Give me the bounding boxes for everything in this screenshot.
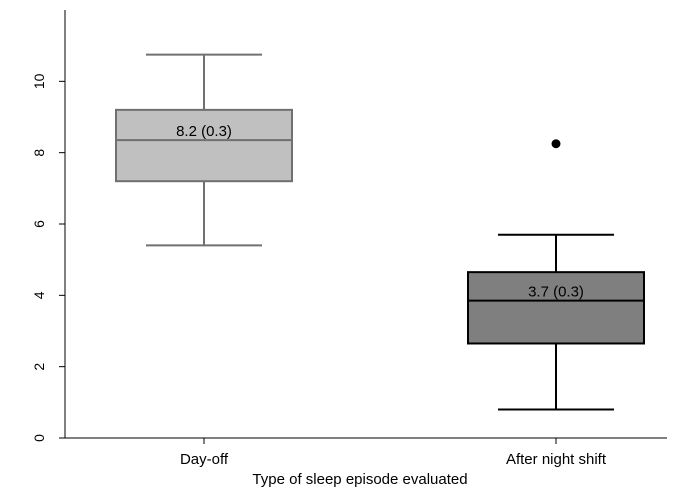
boxes: 8.2 (0.3) 3.7 (0.3) <box>115 53 645 411</box>
y-tick-label: 2 <box>31 363 47 371</box>
y-tick-label: 8 <box>31 149 47 157</box>
x-category-label: Day-off <box>180 451 229 468</box>
box-annotation: 3.7 (0.3) <box>528 284 584 301</box>
x-axis-title: Type of sleep episode evaluated <box>252 471 467 488</box>
x-labels: Day-off After night shift <box>180 438 607 468</box>
y-tick-label: 10 <box>31 73 47 89</box>
y-tick-label: 0 <box>31 434 47 442</box>
y-ticks: 0 2 4 6 8 10 <box>31 73 65 442</box>
y-tick-label: 6 <box>31 220 47 228</box>
box-group-1: 3.7 (0.3) <box>467 139 645 411</box>
x-category-label: After night shift <box>506 451 607 468</box>
box-iqr <box>467 271 645 345</box>
box-annotation: 8.2 (0.3) <box>176 123 232 140</box>
y-tick-label: 4 <box>31 291 47 299</box>
outlier-point <box>551 139 561 149</box>
axes <box>64 10 667 439</box>
box-iqr <box>115 108 293 183</box>
box-group-0: 8.2 (0.3) <box>115 53 293 247</box>
